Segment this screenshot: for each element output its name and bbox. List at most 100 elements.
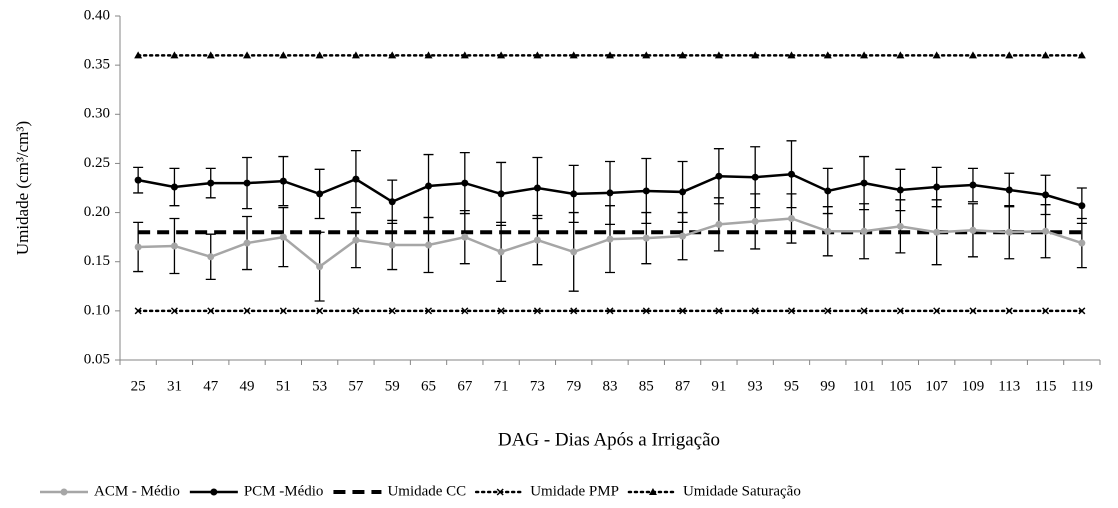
marker [570,190,578,198]
marker [170,242,178,250]
x-tick-label: 87 [675,378,691,394]
marker [497,190,505,198]
marker [1041,51,1050,59]
y-tick-label: 0.05 [84,351,110,367]
marker [461,307,469,315]
x-tick-label: 93 [748,378,763,394]
x-tick-label: 71 [494,378,509,394]
x-tick-label: 73 [530,378,545,394]
marker [1078,239,1086,247]
marker [896,307,904,315]
marker [207,253,215,261]
marker [279,233,287,241]
x-tick-label: 51 [276,378,291,394]
marker [715,220,723,228]
marker [170,307,178,315]
marker [787,51,796,59]
marker [648,488,657,495]
y-tick-label: 0.40 [84,7,110,23]
marker [533,51,542,59]
marker [134,307,142,315]
x-tick-label: 67 [457,378,473,394]
legend-label: Umidade Saturação [683,483,801,499]
x-tick-label: 59 [385,378,400,394]
x-tick-label: 85 [639,378,654,394]
marker [1005,51,1014,59]
marker [497,248,505,256]
x-tick-label: 83 [603,378,618,394]
marker [570,248,578,256]
marker [207,179,215,187]
marker [279,307,287,315]
x-tick-label: 95 [784,378,799,394]
marker [823,51,832,59]
marker [315,51,324,59]
marker [642,307,650,315]
marker [860,227,868,235]
y-tick-label: 0.15 [84,253,110,269]
marker [170,183,178,191]
x-tick-label: 57 [348,378,364,394]
x-tick-label: 25 [131,378,146,394]
legend-label: PCM -Médio [244,483,324,499]
legend-label: Umidade CC [387,483,466,499]
marker [642,187,650,195]
marker [896,222,904,230]
marker [60,488,68,496]
marker [1078,202,1086,210]
marker [787,307,796,315]
marker [533,184,541,192]
marker [425,241,433,249]
marker [642,51,651,59]
marker [352,175,360,183]
marker [570,307,578,315]
marker [1078,307,1086,315]
marker [424,51,433,59]
marker [533,307,541,315]
marker [388,51,397,59]
marker [134,51,143,59]
marker [824,307,832,315]
marker [243,179,251,187]
marker [461,233,469,241]
marker [606,235,614,243]
marker [1042,191,1050,199]
x-tick-label: 49 [240,378,255,394]
marker [279,177,287,185]
marker [751,173,759,181]
x-tick-label: 31 [167,378,182,394]
marker [1005,228,1013,236]
marker [896,51,905,59]
marker [533,236,541,244]
marker [352,236,360,244]
marker [497,51,506,59]
marker [751,307,759,315]
marker [1077,51,1086,59]
marker [751,51,760,59]
marker [388,198,396,206]
marker [606,307,614,315]
marker [715,172,723,180]
x-tick-label: 115 [1035,378,1057,394]
marker [932,51,941,59]
y-tick-label: 0.25 [84,155,110,171]
x-tick-label: 101 [853,378,876,394]
marker [1042,227,1050,235]
legend-label: Umidade PMP [530,483,619,499]
marker [351,51,360,59]
x-tick-label: 119 [1071,378,1093,394]
x-tick-label: 79 [566,378,581,394]
marker [1005,186,1013,194]
marker [933,307,941,315]
marker [461,179,469,187]
marker [569,51,578,59]
marker [896,186,904,194]
x-tick-label: 109 [962,378,985,394]
marker [824,187,832,195]
marker [715,307,723,315]
marker [606,51,614,59]
marker [606,189,614,197]
marker [679,188,687,196]
marker [496,488,504,496]
